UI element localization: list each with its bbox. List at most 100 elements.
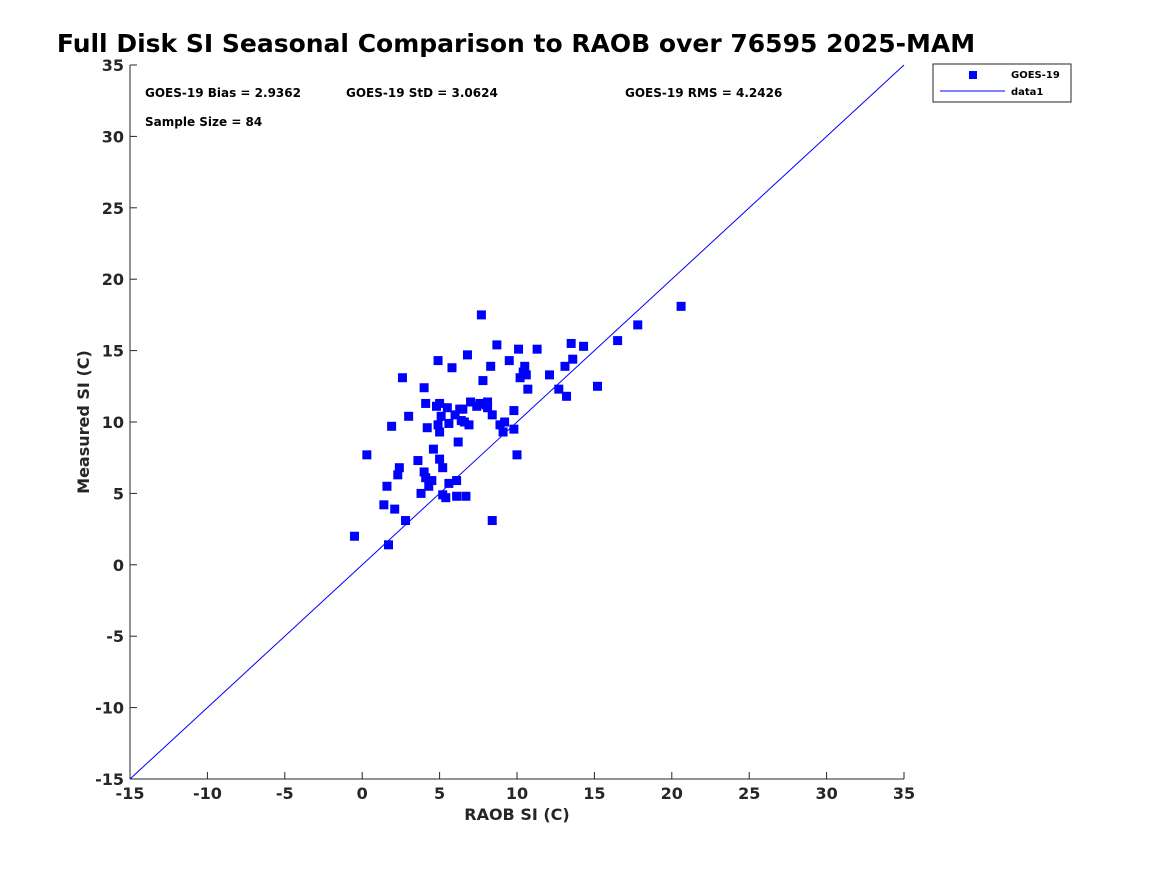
data-point — [404, 411, 414, 421]
x-tick-label: 15 — [583, 784, 605, 803]
data-point — [433, 420, 443, 430]
data-point — [438, 463, 448, 473]
data-point — [466, 397, 476, 407]
data-point — [487, 516, 497, 526]
y-tick-label: 30 — [102, 127, 124, 146]
data-point — [523, 384, 533, 394]
data-point — [545, 370, 555, 380]
data-point — [452, 491, 462, 501]
sample-size-annotation: Sample Size = 84 — [145, 115, 262, 129]
series-layer — [129, 64, 905, 780]
rms-annotation: GOES-19 RMS = 4.2426 — [625, 86, 782, 100]
data-point — [387, 421, 397, 431]
data-point — [397, 373, 407, 383]
legend: GOES-19 data1 — [932, 63, 1072, 103]
data-point — [382, 481, 392, 491]
data-point — [498, 427, 508, 437]
data-point — [515, 373, 525, 383]
data-point — [579, 341, 589, 351]
data-point — [419, 383, 429, 393]
data-point — [436, 411, 446, 421]
bias-annotation: GOES-19 Bias = 2.9362 — [145, 86, 301, 100]
data-point — [509, 406, 519, 416]
data-point — [478, 376, 488, 386]
x-axis-label: RAOB SI (C) — [464, 805, 569, 824]
data-point — [444, 418, 454, 428]
y-tick-label: 10 — [102, 413, 124, 432]
data-point — [384, 540, 394, 550]
x-tick-label: 5 — [434, 784, 445, 803]
data-point — [390, 504, 400, 514]
data-point — [427, 476, 437, 486]
data-point — [349, 531, 359, 541]
data-point — [464, 420, 474, 430]
data-point — [483, 403, 493, 413]
data-point — [458, 404, 468, 414]
data-point — [492, 340, 502, 350]
data-point — [566, 338, 576, 348]
reference-line-data1 — [129, 64, 905, 780]
std-annotation: GOES-19 StD = 3.0624 — [346, 86, 498, 100]
legend-label-goes-19: GOES-19 — [1011, 70, 1060, 81]
data-point — [500, 417, 510, 427]
data-point — [450, 410, 460, 420]
y-axis-label: Measured SI (C) — [74, 350, 93, 494]
data-point — [413, 456, 423, 466]
data-point — [486, 361, 496, 371]
x-tick-label: 35 — [893, 784, 915, 803]
data-point — [362, 450, 372, 460]
data-point — [504, 356, 514, 366]
x-tick-label: 20 — [661, 784, 683, 803]
y-axis-ticks: -15 -10 -5 0 5 10 15 20 25 30 35 — [95, 56, 137, 789]
y-tick-label: 0 — [113, 556, 124, 575]
data-point — [452, 476, 462, 486]
y-tick-label: 25 — [102, 199, 124, 218]
data-point — [401, 516, 411, 526]
data-point — [512, 450, 522, 460]
data-point — [435, 398, 445, 408]
data-point — [521, 370, 531, 380]
legend-marker-goes-19 — [969, 71, 977, 79]
data-point — [442, 403, 452, 413]
data-point — [483, 397, 493, 407]
data-point — [444, 478, 454, 488]
y-tick-label: -10 — [95, 699, 124, 718]
x-tick-label: 25 — [738, 784, 760, 803]
chart-title: Full Disk SI Seasonal Comparison to RAOB… — [57, 29, 975, 58]
data-point — [514, 344, 524, 354]
data-point — [421, 473, 431, 483]
x-tick-label: 0 — [357, 784, 368, 803]
data-point — [416, 488, 426, 498]
data-point — [435, 427, 445, 437]
data-point — [393, 470, 403, 480]
data-point — [394, 463, 404, 473]
data-point — [568, 354, 578, 364]
data-point — [476, 310, 486, 320]
data-point — [562, 391, 572, 401]
y-tick-label: -15 — [95, 770, 124, 789]
y-tick-label: 20 — [102, 270, 124, 289]
stats-annotations: GOES-19 Bias = 2.9362 GOES-19 StD = 3.06… — [145, 86, 782, 129]
data-point — [424, 481, 434, 491]
data-point — [475, 398, 485, 408]
legend-box — [932, 63, 1072, 103]
x-axis-ticks: -15 -10 -5 0 5 10 15 20 25 30 35 — [116, 772, 915, 803]
data-point — [421, 398, 431, 408]
x-tick-label: -5 — [276, 784, 294, 803]
data-point — [419, 467, 429, 477]
data-point — [560, 361, 570, 371]
data-point — [509, 424, 519, 434]
data-point — [676, 301, 686, 311]
data-point — [459, 417, 469, 427]
legend-label-data1: data1 — [1011, 87, 1043, 98]
data-point — [435, 454, 445, 464]
y-tick-label: -5 — [106, 627, 124, 646]
data-point — [487, 410, 497, 420]
data-point — [592, 381, 602, 391]
data-point — [453, 437, 463, 447]
y-tick-label: 35 — [102, 56, 124, 75]
data-point — [461, 491, 471, 501]
data-point — [520, 361, 530, 371]
data-point — [532, 344, 542, 354]
